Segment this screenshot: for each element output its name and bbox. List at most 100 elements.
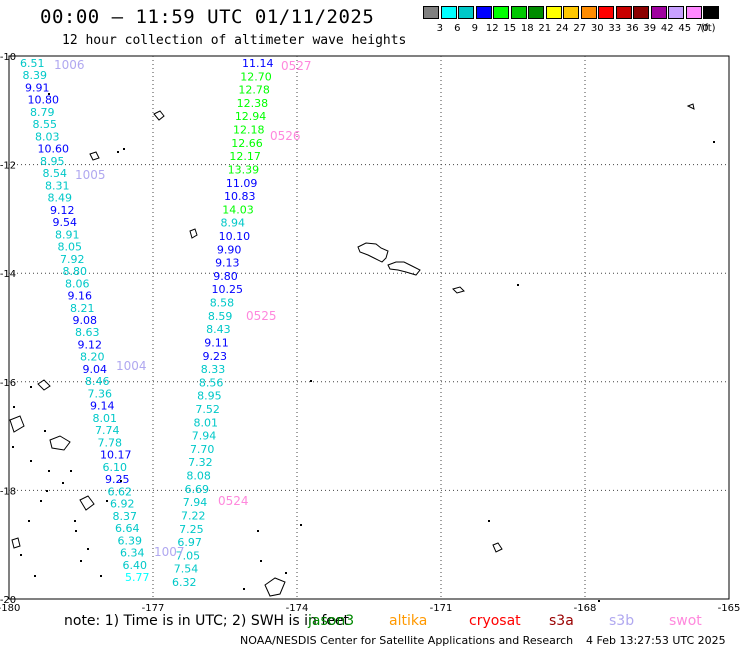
color-scale-label: 9 xyxy=(471,23,478,34)
wave-height-value: 7.92 xyxy=(60,253,85,266)
wave-height-value: 6.62 xyxy=(108,485,133,498)
map-title: 00:00 – 11:59 UTC 01/11/2025 xyxy=(40,6,375,28)
legend-jason3: jason3 xyxy=(308,613,355,629)
wave-height-value: 12.38 xyxy=(237,97,269,110)
samoa-upolu-island xyxy=(357,242,389,263)
latitude-tick-label: -18 xyxy=(0,486,16,497)
island-g xyxy=(49,435,71,451)
wave-height-value: 8.49 xyxy=(48,192,73,205)
atoll-dot xyxy=(123,148,125,150)
wave-height-value: 9.16 xyxy=(68,290,93,303)
color-swatch xyxy=(703,6,719,19)
atoll-dot xyxy=(87,548,89,550)
longitude-tick-label: -165 xyxy=(718,603,740,614)
wave-height-value: 8.01 xyxy=(93,412,118,425)
island-k xyxy=(11,537,21,549)
wave-height-value: 8.94 xyxy=(220,217,245,230)
island-f xyxy=(686,103,695,110)
map-frame xyxy=(8,55,730,600)
wave-height-value: 10.10 xyxy=(219,230,251,243)
color-swatch xyxy=(458,6,474,19)
wave-height-value: 6.34 xyxy=(120,547,145,560)
wave-height-value: 12.18 xyxy=(233,124,265,137)
atoll-dot xyxy=(13,406,15,408)
wave-height-value: 8.79 xyxy=(30,106,55,119)
atoll-dot xyxy=(48,470,50,472)
color-swatch xyxy=(423,6,439,19)
color-scale-label: 42 xyxy=(660,23,674,34)
latitude-tick-label: -12 xyxy=(0,161,16,172)
atoll-dot xyxy=(257,530,259,532)
atoll-dot xyxy=(70,470,72,472)
wave-height-value: 8.03 xyxy=(35,130,60,143)
island-a xyxy=(153,110,165,121)
atoll-dot xyxy=(310,380,312,382)
color-swatch xyxy=(668,6,684,19)
pass-number: 0524 xyxy=(218,494,249,508)
wave-height-value: 8.06 xyxy=(65,277,90,290)
credit-line: NOAA/NESDIS Center for Satellite Applica… xyxy=(240,634,574,647)
pass-number: 1006 xyxy=(54,58,85,72)
color-swatch xyxy=(440,6,457,19)
color-scale-label: 27 xyxy=(573,23,587,34)
wave-height-value: 10.25 xyxy=(211,283,243,296)
wave-height-value: 7.94 xyxy=(192,430,217,443)
color-scale-label: 3 xyxy=(436,23,443,34)
atoll-dot xyxy=(517,284,519,286)
atoll-dot xyxy=(20,554,22,556)
color-swatch xyxy=(475,6,492,19)
wave-height-value: 7.94 xyxy=(183,496,208,509)
legend-altika: altika xyxy=(389,613,428,629)
atoll-dot xyxy=(30,460,32,462)
wave-height-value: 7.32 xyxy=(188,456,213,469)
swot-track-a-values: 6.518.399.9110.808.798.558.0310.608.958.… xyxy=(20,57,150,584)
atoll-dot xyxy=(44,430,46,432)
color-scale-label: 6 xyxy=(454,23,461,34)
wave-height-value: 6.64 xyxy=(115,522,140,535)
atoll-dot xyxy=(260,560,262,562)
lat-lon-grid xyxy=(9,56,729,599)
color-scale-label: 24 xyxy=(555,23,569,34)
wave-height-value: 11.14 xyxy=(242,57,274,70)
wave-height-value: 8.05 xyxy=(58,241,83,254)
atoll-dot xyxy=(598,600,600,602)
atoll-dot xyxy=(488,520,490,522)
atoll-dot xyxy=(40,500,42,502)
wave-height-value: 12.94 xyxy=(235,110,266,123)
atoll-dot xyxy=(106,500,108,502)
island-b xyxy=(189,228,198,239)
wave-height-value: 14.03 xyxy=(222,203,254,216)
map-subtitle: 12 hour collection of altimeter wave hei… xyxy=(62,33,407,48)
wave-height-value: 6.40 xyxy=(123,559,148,572)
wave-height-value: 9.14 xyxy=(90,400,115,413)
island-c xyxy=(89,151,100,161)
wave-height-value: 6.32 xyxy=(172,576,197,589)
longitude-tick-label: -177 xyxy=(142,603,165,614)
wave-height-value: 7.74 xyxy=(95,424,120,437)
wave-height-value: 8.08 xyxy=(186,470,211,483)
wave-height-value: 5.77 xyxy=(125,571,150,584)
wave-height-value: 8.55 xyxy=(33,118,58,131)
color-swatch xyxy=(528,6,544,19)
wave-height-value: 9.12 xyxy=(50,204,75,217)
longitude-tick-label: -180 xyxy=(0,603,20,614)
atoll-dot xyxy=(74,520,76,522)
wave-height-value: 12.17 xyxy=(229,150,261,163)
wave-height-value: 10.60 xyxy=(38,143,70,156)
atoll-dot xyxy=(300,524,302,526)
wave-height-value: 6.51 xyxy=(20,57,45,70)
color-scale-label: 36 xyxy=(625,23,639,34)
atoll-dot xyxy=(713,141,715,143)
atoll-dot xyxy=(62,482,64,484)
wave-height-value: 8.37 xyxy=(113,510,138,523)
island-i xyxy=(79,495,95,511)
wave-height-value: 6.69 xyxy=(185,483,210,496)
atoll-dot xyxy=(100,575,102,577)
wave-height-value: 8.46 xyxy=(85,375,110,388)
color-swatch xyxy=(685,6,702,19)
color-swatch xyxy=(563,6,579,19)
latitude-tick-label: -10 xyxy=(0,52,16,63)
wave-height-value: 7.22 xyxy=(181,509,206,522)
wave-height-value: 8.59 xyxy=(208,310,233,323)
